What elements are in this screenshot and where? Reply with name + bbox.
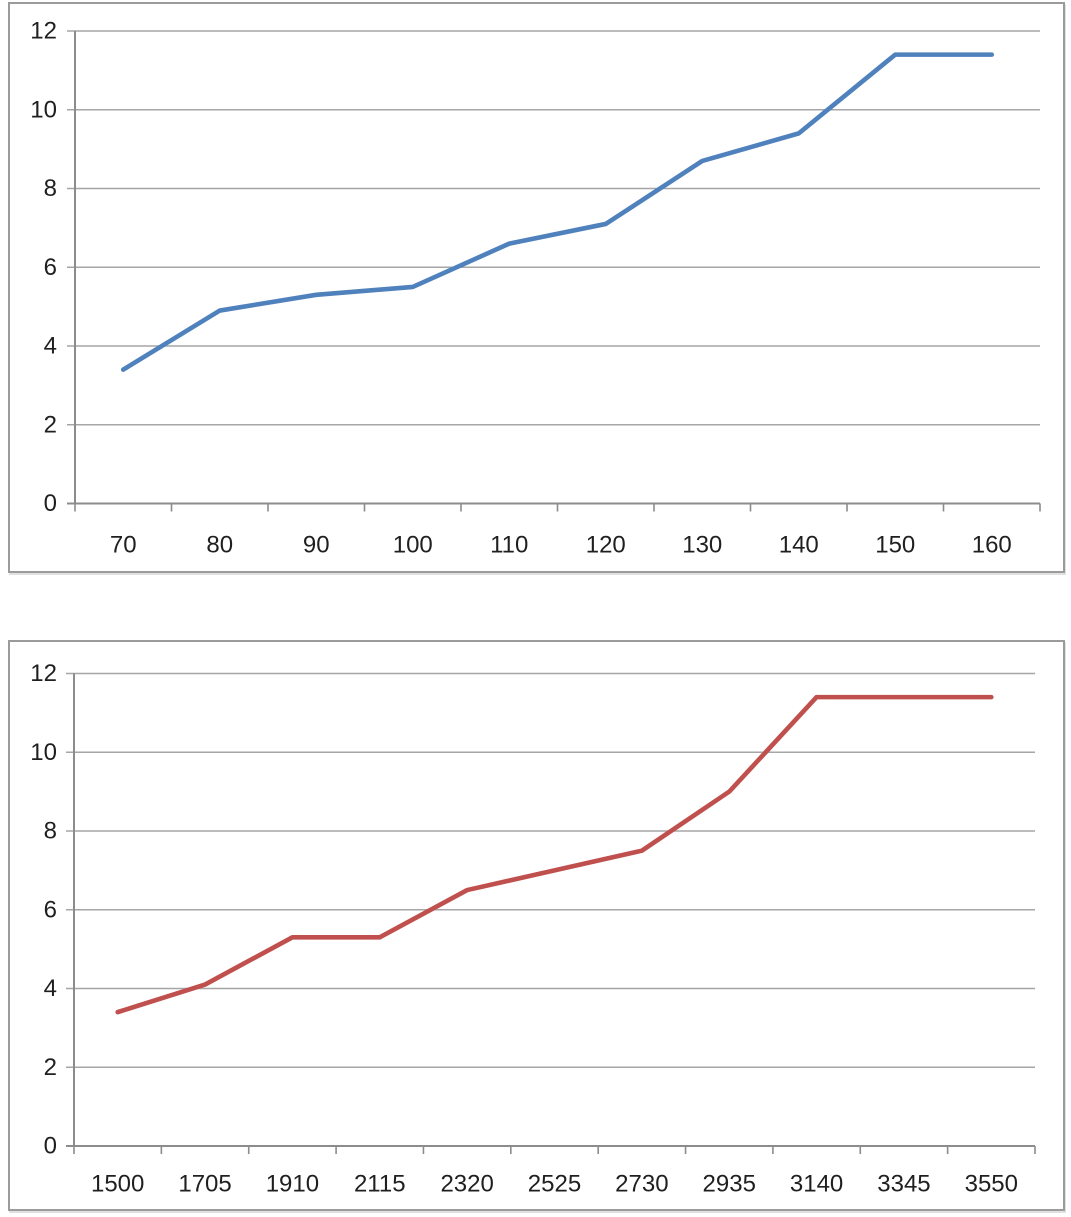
y-tick-label: 12 (30, 660, 57, 687)
x-tick-label: 110 (490, 532, 528, 559)
x-tick-label: 90 (303, 532, 330, 559)
x-tick-label: 1500 (91, 1171, 144, 1198)
x-tick-label: 140 (779, 532, 819, 559)
bottom-line-chart: 0 2 4 6 8 10 12 1500 1705 1910 2115 2320 2525 2730 293… (30, 660, 1036, 1198)
series-line (120, 52, 995, 372)
x-tick-label: 2320 (440, 1171, 493, 1198)
x-tick-label: 130 (682, 532, 722, 559)
y-tick-label: 12 (30, 18, 57, 45)
bottom-line-chart-frame: 0 2 4 6 8 10 12 1500 1705 1910 2115 2320 2525 2730 293… (8, 640, 1065, 1211)
x-tick-label: 160 (972, 532, 1012, 559)
y-tick-label: 0 (44, 1133, 57, 1160)
y-tick-label: 2 (44, 411, 57, 438)
x-tick-label: 2935 (703, 1171, 756, 1198)
y-tick-label: 6 (44, 254, 57, 281)
x-tick-label: 3550 (965, 1171, 1018, 1198)
x-tick-label: 80 (206, 532, 233, 559)
y-tick-label: 10 (30, 739, 57, 766)
y-tick-label: 6 (44, 896, 57, 923)
y-tick-label: 4 (44, 333, 57, 360)
x-tick-label: 1705 (178, 1171, 231, 1198)
x-tick-label: 1910 (266, 1171, 319, 1198)
x-tick-label: 70 (110, 532, 137, 559)
x-tick-label: 3345 (877, 1171, 930, 1198)
y-tick-label: 0 (44, 490, 57, 517)
top-line-chart: 0 2 4 6 8 10 12 70 80 90 100 110 120 130 140 150 160 (30, 18, 1041, 559)
x-tick-label: 2115 (354, 1171, 406, 1198)
x-tick-label: 120 (586, 532, 626, 559)
y-tick-label: 2 (44, 1054, 57, 1081)
x-tick-label: 3140 (790, 1171, 843, 1198)
series-line (115, 694, 994, 1015)
y-tick-label: 8 (44, 818, 57, 845)
y-tick-label: 8 (44, 175, 57, 202)
x-tick-label: 100 (393, 532, 433, 559)
y-tick-label: 10 (30, 96, 57, 123)
y-tick-label: 4 (44, 975, 57, 1002)
x-tick-label: 2525 (528, 1171, 581, 1198)
top-line-chart-frame: 0 2 4 6 8 10 12 70 80 90 100 110 120 130 140 150 160 (8, 2, 1065, 573)
x-tick-label: 2730 (615, 1171, 668, 1198)
x-tick-label: 150 (875, 532, 915, 559)
